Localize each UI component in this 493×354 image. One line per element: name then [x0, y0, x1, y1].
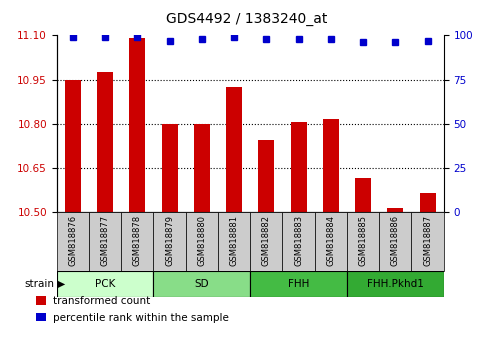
Bar — [420, 193, 436, 212]
Text: GSM818882: GSM818882 — [262, 215, 271, 266]
Bar — [89, 212, 121, 271]
Bar — [282, 212, 315, 271]
Bar — [379, 212, 412, 271]
Bar — [57, 271, 153, 297]
Bar — [121, 212, 153, 271]
Bar — [36, 296, 46, 305]
Bar — [129, 38, 145, 212]
Text: PCK: PCK — [95, 279, 115, 289]
Bar — [57, 212, 89, 271]
Bar — [153, 212, 186, 271]
Bar — [65, 80, 81, 212]
Bar — [347, 212, 379, 271]
Text: GSM818881: GSM818881 — [230, 215, 239, 266]
Text: GSM818876: GSM818876 — [69, 215, 77, 267]
Text: GSM818879: GSM818879 — [165, 215, 174, 266]
Bar — [290, 122, 307, 212]
Text: GSM818880: GSM818880 — [197, 215, 207, 266]
Bar — [194, 124, 210, 212]
Text: SD: SD — [195, 279, 209, 289]
Text: GSM818886: GSM818886 — [391, 215, 400, 267]
Text: GSM818887: GSM818887 — [423, 215, 432, 267]
Bar — [218, 212, 250, 271]
Bar — [36, 313, 46, 321]
Bar — [412, 212, 444, 271]
Bar — [323, 120, 339, 212]
Text: FHH.Pkhd1: FHH.Pkhd1 — [367, 279, 424, 289]
Text: ▶: ▶ — [54, 279, 66, 289]
Text: GSM818883: GSM818883 — [294, 215, 303, 267]
Bar — [258, 140, 275, 212]
Text: FHH: FHH — [288, 279, 309, 289]
Bar — [186, 212, 218, 271]
Bar — [347, 271, 444, 297]
Bar — [226, 87, 242, 212]
Bar — [153, 271, 250, 297]
Text: GSM818885: GSM818885 — [358, 215, 368, 266]
Bar — [97, 72, 113, 212]
Text: transformed count: transformed count — [53, 296, 150, 306]
Bar — [250, 271, 347, 297]
Text: GSM818878: GSM818878 — [133, 215, 142, 267]
Bar — [162, 124, 177, 212]
Text: strain: strain — [24, 279, 54, 289]
Bar — [315, 212, 347, 271]
Bar — [387, 208, 403, 212]
Text: percentile rank within the sample: percentile rank within the sample — [53, 313, 228, 322]
Bar — [250, 212, 282, 271]
Text: GDS4492 / 1383240_at: GDS4492 / 1383240_at — [166, 12, 327, 27]
Bar — [355, 178, 371, 212]
Text: GSM818877: GSM818877 — [101, 215, 109, 267]
Text: GSM818884: GSM818884 — [326, 215, 335, 266]
